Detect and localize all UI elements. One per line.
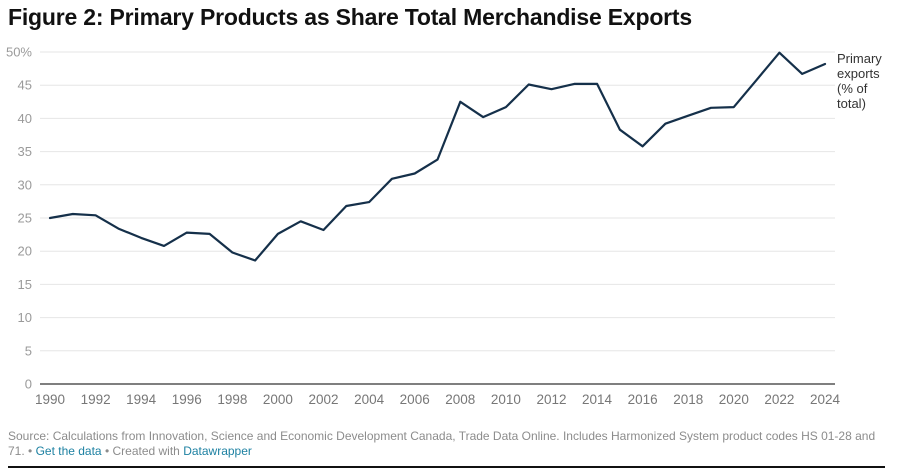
y-tick-label: 15 bbox=[18, 277, 32, 292]
y-tick-label: 45 bbox=[18, 78, 32, 93]
y-tick-label: 50% bbox=[6, 45, 32, 60]
x-tick-label: 2012 bbox=[536, 392, 566, 407]
y-tick-label: 40 bbox=[18, 111, 32, 126]
created-with-text: Created with bbox=[112, 444, 184, 458]
series-label-line: (% of bbox=[837, 81, 868, 96]
x-tick-label: 2002 bbox=[309, 392, 339, 407]
y-tick-label: 5 bbox=[25, 343, 32, 358]
x-tick-label: 1992 bbox=[81, 392, 111, 407]
x-tick-label: 1996 bbox=[172, 392, 202, 407]
x-tick-label: 2000 bbox=[263, 392, 293, 407]
series-layer bbox=[48, 51, 827, 262]
y-axis-ticks: 0 5 10 15 20 25 30 35 40 45 50% bbox=[6, 45, 32, 392]
x-tick-label: 2004 bbox=[354, 392, 385, 407]
y-tick-label: 20 bbox=[18, 244, 32, 259]
footer-separator: • bbox=[101, 444, 113, 458]
series-line bbox=[48, 51, 827, 262]
x-tick-label: 2018 bbox=[673, 392, 703, 407]
x-tick-label: 2016 bbox=[628, 392, 658, 407]
source-note: Source: Calculations from Innovation, Sc… bbox=[8, 429, 876, 458]
chart-title: Figure 2: Primary Products as Share Tota… bbox=[8, 4, 692, 30]
series-label-line: Primary bbox=[837, 51, 882, 66]
y-tick-label: 35 bbox=[18, 144, 32, 159]
gridlines bbox=[40, 51, 835, 352]
x-tick-label: 2022 bbox=[764, 392, 794, 407]
x-tick-label: 2020 bbox=[719, 392, 749, 407]
x-tick-label: 2006 bbox=[400, 392, 430, 407]
x-axis-ticks: 1990 1992 1994 1996 1998 2000 2002 2004 2006 2008… bbox=[35, 392, 841, 407]
get-the-data-link[interactable]: Get the data bbox=[35, 444, 102, 458]
x-tick-label: 2010 bbox=[491, 392, 521, 407]
y-tick-label: 10 bbox=[18, 310, 32, 325]
x-tick-label: 2008 bbox=[445, 392, 475, 407]
x-tick-label: 1990 bbox=[35, 392, 65, 407]
x-tick-label: 1994 bbox=[126, 392, 157, 407]
x-tick-label: 2014 bbox=[582, 392, 613, 407]
x-tick-label: 1998 bbox=[217, 392, 247, 407]
datawrapper-link[interactable]: Datawrapper bbox=[183, 444, 252, 458]
y-tick-label: 0 bbox=[25, 377, 32, 392]
chart-footer: Source: Calculations from Innovation, Sc… bbox=[8, 429, 893, 459]
series-label-line: exports bbox=[837, 66, 880, 81]
footer-divider bbox=[8, 466, 885, 468]
y-tick-label: 30 bbox=[18, 177, 32, 192]
footer-separator: • bbox=[24, 444, 36, 458]
y-tick-label: 25 bbox=[18, 211, 32, 226]
x-tick-label: 2024 bbox=[810, 392, 841, 407]
series-label-line: total) bbox=[837, 96, 866, 111]
